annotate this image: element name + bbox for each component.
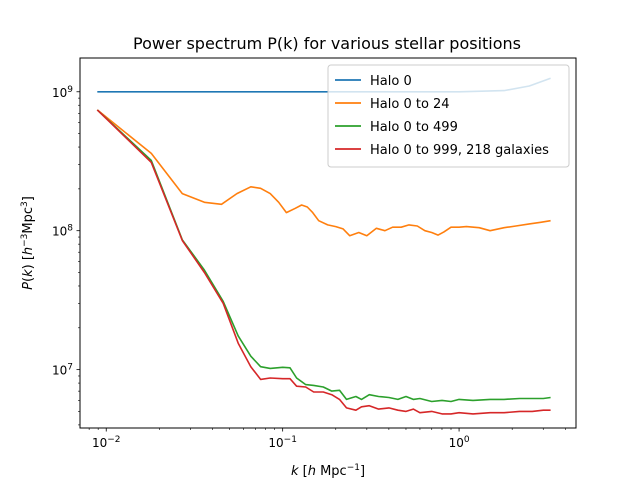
chart-title: Power spectrum P(k) for various stellar … [133, 34, 521, 53]
tick-base: 10 [52, 86, 67, 100]
tick-exponent: 0 [464, 435, 470, 445]
tick-base: 10 [449, 436, 464, 450]
tick-exponent: −1 [284, 435, 297, 445]
y-axis-label: P(k) [h−3Mpc3] [20, 196, 36, 290]
label-part: P [21, 282, 36, 290]
legend-label: Halo 0 to 999, 218 galaxies [370, 143, 549, 158]
x-axis: 10−2 10−1 100 [88, 428, 566, 450]
y-tick-label: 108 [52, 224, 73, 239]
legend-label: Halo 0 to 499 [370, 120, 458, 135]
x-tick-label: 10−1 [268, 435, 297, 450]
label-part: [ [298, 464, 307, 479]
label-part: ( [21, 277, 36, 282]
tick-base: 10 [52, 225, 67, 239]
label-part: −3 [20, 234, 30, 247]
x-tick-label: 10−2 [92, 435, 121, 450]
axes-frame [79, 57, 577, 429]
series-line-3 [96, 109, 551, 415]
x-tick-label: 100 [449, 435, 470, 450]
tick-base: 10 [52, 364, 67, 378]
label-part: Mpc [316, 464, 347, 479]
legend-label: Halo 0 [370, 74, 412, 89]
label-part: ] [360, 464, 365, 479]
label-part: 3 [20, 201, 30, 207]
tick-exponent: 8 [67, 224, 73, 234]
x-axis-label: k [h Mpc−1] [291, 463, 365, 479]
y-tick-label: 107 [52, 363, 73, 378]
legend: Halo 0 Halo 0 to 24 Halo 0 to 499 Halo 0 to… [327, 64, 570, 168]
tick-base: 10 [92, 436, 107, 450]
label-part: ] [21, 196, 36, 201]
tick-exponent: 9 [67, 85, 73, 95]
label-part: h [308, 464, 316, 479]
label-part: ) [ [21, 255, 36, 269]
tick-exponent: −2 [107, 435, 120, 445]
y-tick-label: 109 [52, 85, 73, 100]
tick-exponent: 7 [67, 363, 73, 373]
label-part: h [21, 247, 36, 255]
legend-label: Halo 0 to 24 [370, 97, 450, 112]
tick-base: 10 [268, 436, 283, 450]
series-line-2 [96, 109, 551, 403]
label-part: Mpc [21, 207, 36, 234]
legend-box [327, 64, 570, 168]
series-line-1 [96, 109, 551, 237]
label-part: −1 [347, 463, 360, 473]
label-part: k [291, 464, 299, 479]
label-part: k [21, 269, 36, 277]
